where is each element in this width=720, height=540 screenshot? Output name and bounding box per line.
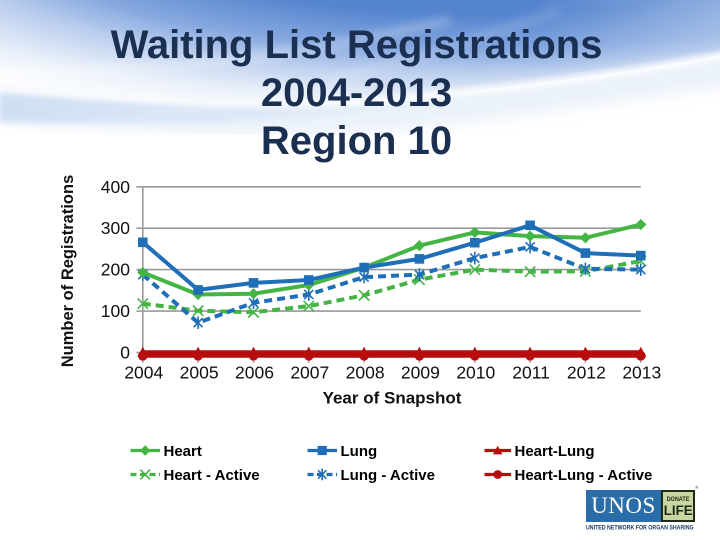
svg-text:2012: 2012 xyxy=(567,363,606,383)
svg-text:0: 0 xyxy=(120,343,130,363)
svg-text:2010: 2010 xyxy=(456,363,495,383)
svg-text:Lung - Active: Lung - Active xyxy=(341,467,435,484)
svg-text:Heart - Active: Heart - Active xyxy=(164,467,260,484)
svg-text:400: 400 xyxy=(101,177,130,197)
svg-text:300: 300 xyxy=(101,218,130,238)
svg-text:Heart-Lung - Active: Heart-Lung - Active xyxy=(515,467,653,484)
svg-text:Number of Registrations: Number of Registrations xyxy=(59,175,77,368)
svg-text:2011: 2011 xyxy=(512,363,550,383)
svg-text:Heart: Heart xyxy=(164,443,202,460)
svg-text:2013: 2013 xyxy=(622,363,661,383)
svg-text:2008: 2008 xyxy=(346,363,385,383)
svg-text:200: 200 xyxy=(101,260,130,280)
svg-text:2009: 2009 xyxy=(401,363,440,383)
svg-text:2004: 2004 xyxy=(124,363,163,383)
svg-text:Heart-Lung: Heart-Lung xyxy=(515,443,595,460)
svg-text:100: 100 xyxy=(101,301,130,321)
svg-text:Year of Snapshot: Year of Snapshot xyxy=(323,389,462,408)
svg-text:2006: 2006 xyxy=(235,363,274,383)
svg-text:Lung: Lung xyxy=(341,443,378,460)
svg-text:2007: 2007 xyxy=(290,363,329,383)
svg-text:2005: 2005 xyxy=(180,363,219,383)
